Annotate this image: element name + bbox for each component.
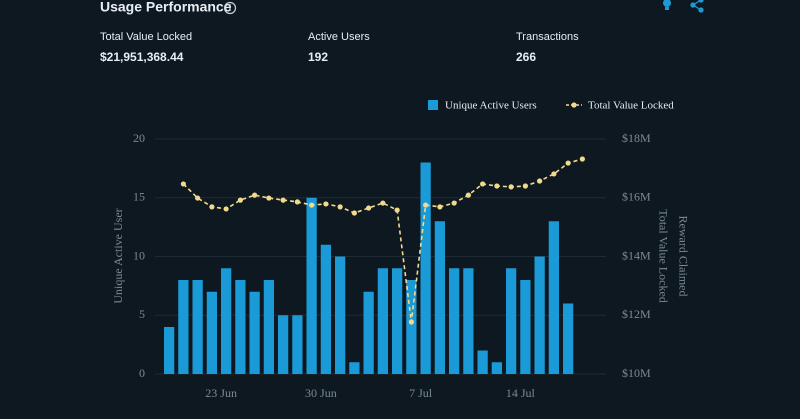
line-point (309, 202, 315, 208)
y2-tick-label: $18M (622, 131, 651, 145)
x-tick-label: 14 Jul (506, 386, 536, 400)
bar (249, 291, 260, 374)
x-tick-label: 7 Jul (409, 386, 433, 400)
line-point (366, 205, 372, 211)
line-point (266, 195, 272, 201)
bar (349, 362, 360, 374)
legend-label: Total Value Locked (588, 100, 674, 112)
legend-swatch (428, 100, 438, 110)
stat-value: 192 (308, 50, 328, 64)
line-point (522, 183, 528, 189)
y-tick-label: 20 (133, 131, 145, 145)
bar (334, 256, 346, 374)
title: Usage Performance (100, 0, 232, 15)
bar (192, 280, 203, 374)
bar (206, 291, 218, 374)
bar (548, 221, 560, 374)
bar (306, 197, 317, 374)
bar (391, 268, 403, 374)
legend-label: Unique Active Users (445, 100, 537, 112)
share-icon[interactable] (690, 0, 704, 13)
line-point (294, 199, 300, 205)
bar (448, 268, 460, 374)
line-point (565, 160, 571, 166)
line-point (480, 181, 486, 187)
line-point (209, 204, 215, 210)
bar (235, 280, 246, 374)
stat-value: $21,951,368.44 (100, 50, 184, 64)
bar (520, 280, 531, 374)
line-point (394, 207, 400, 213)
line-point (537, 178, 543, 184)
y-tick-label: 5 (139, 307, 145, 321)
bar (420, 162, 431, 374)
line-point (180, 181, 186, 187)
line-point (380, 200, 386, 206)
y-axis-title: Unique Active User (111, 208, 125, 303)
line-point (280, 197, 286, 203)
line-point (195, 195, 201, 201)
bar (463, 268, 474, 374)
bar (406, 280, 417, 374)
bar (534, 256, 545, 374)
info-icon[interactable] (223, 1, 237, 15)
y2-axis-title: Total Value Locked (656, 209, 670, 303)
y2-tick-label: $16M (622, 190, 651, 204)
legend-swatch (571, 102, 577, 108)
line-point (579, 156, 585, 162)
bar (491, 362, 503, 374)
bar (320, 244, 332, 374)
line-point (323, 201, 329, 207)
x-tick-label: 23 Jun (205, 386, 237, 400)
bar (263, 280, 275, 374)
line-point (408, 319, 414, 325)
bar (178, 280, 189, 374)
line-point (252, 192, 258, 198)
line-point (494, 183, 500, 189)
bar (505, 268, 517, 374)
y2-tick-label: $12M (622, 307, 651, 321)
stat-label: Active Users (308, 31, 370, 43)
stat-value: 266 (516, 50, 536, 64)
bar (163, 327, 175, 374)
line-point (337, 204, 343, 210)
bulb-icon[interactable] (663, 0, 671, 10)
line-point (465, 192, 471, 198)
bar (377, 268, 389, 374)
stat-label: Transactions (516, 31, 579, 43)
y2-tick-label: $14M (622, 248, 651, 262)
bar (434, 221, 446, 374)
y-tick-label: 15 (133, 190, 145, 204)
y-tick-label: 0 (139, 366, 145, 380)
line-point (423, 202, 429, 208)
bar (292, 315, 303, 374)
line-point (237, 197, 243, 203)
y2-axis-title: Reward Claimed (676, 216, 690, 297)
x-tick-label: 30 Jun (305, 386, 337, 400)
bar (562, 303, 574, 374)
bar (277, 315, 289, 374)
line-point (437, 204, 443, 210)
y-tick-label: 10 (133, 248, 145, 262)
y2-tick-label: $10M (622, 366, 651, 380)
bar (477, 350, 488, 374)
line-point (223, 206, 229, 212)
line-point (451, 200, 457, 206)
line-point (351, 210, 357, 216)
stat-label: Total Value Locked (100, 31, 192, 43)
bar (363, 291, 374, 374)
line-point (551, 171, 557, 177)
line (182, 158, 583, 323)
line-point (508, 184, 514, 190)
bar (220, 268, 232, 374)
plot: 0 5 10 15 20 $10M $12M $14M $16M $18M 23 Jun 30 Jun… (133, 100, 674, 400)
